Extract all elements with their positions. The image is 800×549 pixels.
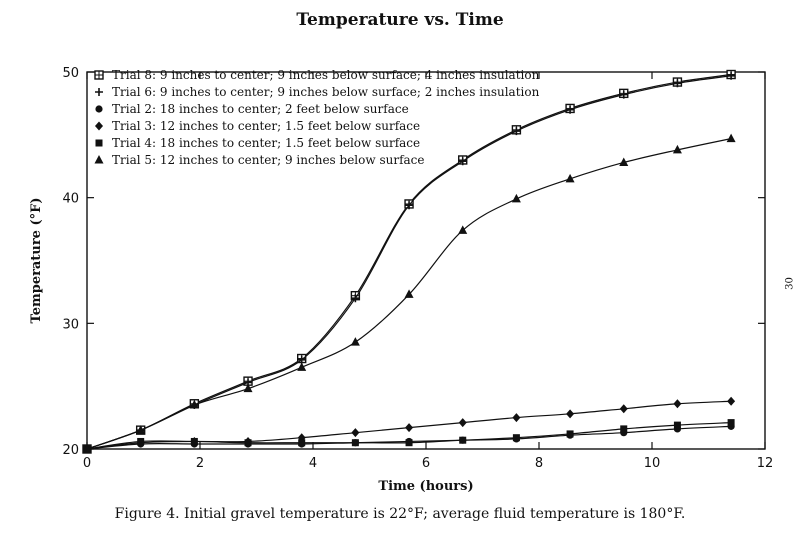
legend-label: Trial 5: 12 inches to center; 9 inches b…: [112, 153, 425, 167]
axes: 0 2 4 6 8 10 12 20 30 40 50 Time (hours) Temperature…: [29, 66, 773, 494]
data-point: [405, 439, 413, 447]
data-point: [672, 144, 682, 154]
data-point: [458, 418, 467, 428]
data-point: [458, 157, 467, 166]
data-point: [82, 444, 92, 453]
legend-label: Trial 6: 9 inches to center; 9 inches be…: [112, 85, 540, 99]
data-point: [566, 430, 574, 438]
data-point: [727, 396, 736, 406]
data-point: [136, 425, 146, 434]
data-point: [189, 400, 199, 409]
series-layer: [82, 69, 736, 454]
x-tick-label: 8: [535, 456, 543, 471]
legend-item: Trial 2: 18 inches to center; 2 feet bel…: [95, 102, 409, 116]
data-point: [351, 428, 360, 438]
data-point: [619, 90, 628, 99]
legend: Trial 8: 9 inches to center; 9 inches be…: [94, 68, 540, 167]
series-6: [82, 133, 736, 453]
x-tick-label: 2: [196, 456, 204, 471]
x-axis-title: Time (hours): [378, 479, 473, 494]
data-point: [351, 294, 360, 303]
data-point: [619, 157, 629, 166]
y-tick-label: 20: [62, 443, 79, 458]
legend-label: Trial 2: 18 inches to center; 2 feet bel…: [112, 102, 409, 116]
data-point: [512, 434, 520, 442]
data-point: [673, 79, 682, 88]
legend-label: Trial 4: 18 inches to center; 1.5 feet b…: [112, 136, 420, 150]
data-point: [673, 421, 681, 429]
data-point: [95, 105, 103, 113]
data-point: [619, 404, 628, 414]
legend-item: Trial 6: 9 inches to center; 9 inches be…: [95, 85, 540, 99]
data-point: [565, 173, 575, 183]
data-point: [458, 225, 468, 234]
page-number: 30: [784, 277, 796, 290]
data-point: [620, 425, 628, 433]
data-point: [404, 289, 414, 298]
y-tick-label: 50: [62, 66, 79, 81]
data-point: [511, 193, 521, 203]
data-point: [95, 121, 103, 131]
data-point: [94, 155, 104, 164]
data-point: [350, 337, 360, 346]
x-tick-label: 12: [757, 456, 774, 471]
data-point: [298, 439, 306, 447]
data-point: [566, 105, 575, 114]
y-tick-label: 40: [62, 192, 79, 207]
legend-label: Trial 3: 12 inches to center; 1.5 feet b…: [112, 119, 420, 133]
data-point: [405, 423, 414, 433]
y-axis-title: Temperature (°F): [29, 198, 44, 324]
data-point: [95, 139, 103, 147]
y-tick-label: 30: [62, 317, 79, 332]
x-tick-label: 10: [644, 456, 661, 471]
x-tick-label: 4: [309, 456, 317, 471]
legend-item: Trial 3: 12 inches to center; 1.5 feet b…: [95, 119, 420, 133]
data-point: [243, 383, 253, 393]
data-point: [190, 437, 198, 445]
data-point: [512, 127, 521, 136]
data-point: [566, 409, 575, 419]
legend-item: Trial 8: 9 inches to center; 9 inches be…: [94, 68, 540, 82]
chart-title: Temperature vs. Time: [296, 10, 504, 30]
data-point: [244, 439, 252, 447]
data-point: [137, 437, 145, 445]
figure-caption: Figure 4. Initial gravel temperature is …: [114, 506, 686, 522]
legend-item: Trial 4: 18 inches to center; 1.5 feet b…: [95, 136, 420, 150]
legend-item: Trial 5: 12 inches to center; 9 inches b…: [94, 153, 425, 167]
x-tick-label: 0: [83, 456, 91, 471]
legend-label: Trial 8: 9 inches to center; 9 inches be…: [112, 68, 540, 82]
x-tick-label: 6: [422, 456, 430, 471]
data-point: [512, 413, 521, 423]
data-point: [726, 133, 736, 143]
data-point: [351, 439, 359, 447]
data-point: [297, 362, 307, 371]
data-point: [727, 419, 735, 427]
data-point: [459, 436, 467, 444]
data-point: [405, 201, 414, 210]
data-point: [95, 88, 103, 96]
data-point: [673, 399, 682, 409]
data-point: [727, 71, 736, 80]
